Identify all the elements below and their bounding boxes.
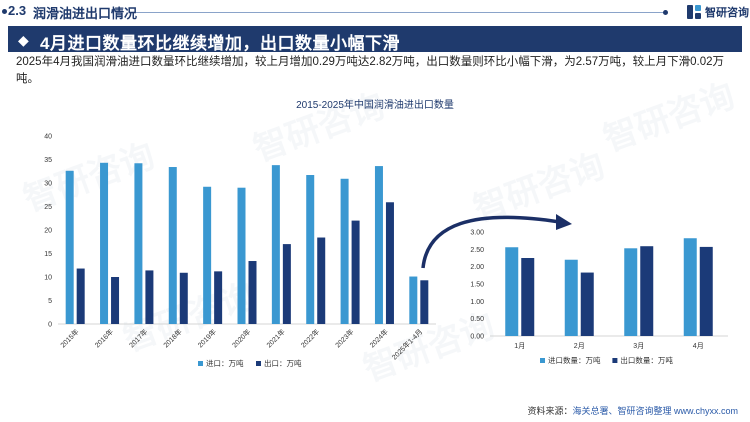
brand-logo: 智研咨询 bbox=[686, 2, 749, 22]
legend-swatch bbox=[256, 361, 261, 366]
headline-banner: ◆ 4月进口数量环比继续增加，出口数量小幅下滑 bbox=[8, 26, 742, 53]
callout-arrow bbox=[421, 215, 561, 269]
x-tick-label: 2023年 bbox=[333, 327, 355, 349]
description-text: 2025年4月我国润滑油进口数量环比继续增加，较上月增加0.29万吨达2.82万… bbox=[16, 56, 725, 85]
section-divider-dot bbox=[663, 10, 668, 15]
section-bullet bbox=[2, 9, 7, 14]
y-tick-label: 1.00 bbox=[470, 299, 484, 306]
y-tick-label: 35 bbox=[44, 157, 52, 164]
export-bar bbox=[640, 246, 654, 336]
export-bar bbox=[521, 258, 535, 336]
import-bar bbox=[564, 259, 578, 336]
legend-label: 进口数量：万吨 bbox=[548, 355, 601, 365]
x-tick-label: 1月 bbox=[514, 342, 525, 350]
import-bar bbox=[168, 167, 177, 324]
x-tick-label: 2017年 bbox=[127, 327, 149, 349]
export-bar bbox=[111, 277, 120, 324]
import-bar bbox=[624, 248, 638, 336]
x-tick-label: 4月 bbox=[693, 342, 704, 350]
legend-label: 进口：万吨 bbox=[206, 358, 244, 368]
import-bar bbox=[100, 162, 109, 324]
y-tick-label: 2.50 bbox=[470, 247, 484, 254]
x-tick-label: 2019年 bbox=[196, 327, 218, 349]
export-bar bbox=[76, 268, 85, 324]
section-title: 润滑油进出口情况 bbox=[33, 6, 138, 21]
export-bar bbox=[282, 244, 291, 324]
y-tick-label: 30 bbox=[44, 181, 52, 188]
x-tick-label: 2月 bbox=[574, 342, 585, 350]
brand-name: 智研咨询 bbox=[705, 7, 749, 19]
import-bar bbox=[505, 247, 519, 336]
export-bar bbox=[580, 272, 594, 336]
import-bar bbox=[134, 163, 143, 324]
legend-label: 出口：万吨 bbox=[264, 358, 302, 368]
legend-swatch bbox=[198, 361, 203, 366]
y-tick-label: 2.00 bbox=[470, 264, 484, 271]
section-number: 2.3 bbox=[8, 3, 27, 18]
import-bar bbox=[237, 187, 246, 324]
export-bar bbox=[351, 220, 360, 324]
import-bar bbox=[306, 175, 315, 324]
export-bar bbox=[145, 270, 154, 324]
y-tick-label: 0 bbox=[48, 322, 52, 329]
x-tick-label: 2021年 bbox=[264, 327, 286, 349]
callout-arrowhead bbox=[556, 214, 572, 230]
export-bar bbox=[420, 280, 429, 324]
brand-icon bbox=[687, 5, 701, 19]
y-tick-label: 0.50 bbox=[470, 316, 484, 323]
import-bar bbox=[340, 178, 349, 324]
x-tick-label: 2020年 bbox=[230, 327, 252, 349]
y-tick-label: 25 bbox=[44, 204, 52, 211]
legend-swatch bbox=[612, 358, 618, 363]
x-tick-label: 3月 bbox=[633, 342, 644, 350]
export-bar bbox=[385, 202, 394, 324]
y-tick-label: 40 bbox=[44, 134, 52, 141]
y-tick-label: 5 bbox=[48, 298, 52, 305]
y-tick-label: 1.50 bbox=[470, 282, 484, 289]
import-bar bbox=[271, 165, 280, 324]
x-tick-label: 2024年 bbox=[368, 327, 390, 349]
export-bar bbox=[179, 272, 188, 324]
y-tick-label: 10 bbox=[44, 275, 52, 282]
x-tick-label: 2022年 bbox=[299, 327, 321, 349]
import-bar bbox=[409, 276, 418, 324]
section-divider bbox=[136, 12, 666, 13]
legend-swatch bbox=[540, 358, 545, 363]
export-bar bbox=[317, 237, 326, 324]
source-value: 海关总署、智研咨询整理 www.chyxx.com bbox=[572, 406, 738, 416]
y-tick-label: 15 bbox=[44, 251, 52, 258]
export-bar bbox=[699, 246, 713, 336]
section-header: 2.3 润滑油进出口情况 智研咨询 bbox=[0, 0, 750, 26]
import-bar bbox=[203, 186, 212, 324]
x-tick-label: 2018年 bbox=[161, 327, 183, 349]
x-tick-label: 2025年1-4月 bbox=[390, 327, 424, 361]
export-bar bbox=[248, 261, 257, 324]
source-label: 资料来源： bbox=[527, 406, 573, 416]
import-bar bbox=[683, 238, 697, 336]
headline-title: 4月进口数量环比继续增加，出口数量小幅下滑 bbox=[40, 34, 400, 53]
legend-label: 出口数量：万吨 bbox=[620, 355, 673, 365]
import-bar bbox=[65, 170, 74, 324]
source-note: 资料来源：海关总署、智研咨询整理 www.chyxx.com bbox=[527, 404, 738, 417]
x-tick-label: 2015年 bbox=[58, 327, 80, 349]
import-bar bbox=[374, 166, 383, 324]
y-tick-label: 3.00 bbox=[470, 230, 484, 237]
double-chevron-icon: ◆ bbox=[18, 32, 29, 48]
y-tick-label: 0.00 bbox=[470, 334, 484, 341]
main-chart-title: 2015-2025年中国润滑油进出口数量 bbox=[296, 100, 454, 111]
y-tick-label: 20 bbox=[44, 228, 52, 235]
x-tick-label: 2016年 bbox=[93, 327, 115, 349]
export-bar bbox=[214, 271, 223, 324]
